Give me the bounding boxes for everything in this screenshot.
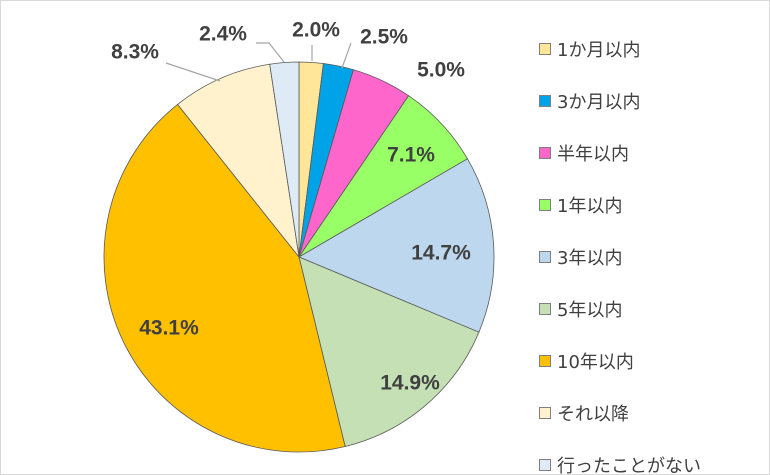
legend-swatch [539,147,551,159]
legend-label: 3か月以内 [557,92,641,113]
data-label-7: 43.1% [139,317,199,340]
pie-slice-8 [176,63,300,259]
data-label-2: 2.5% [360,26,408,49]
legend-label: 10年以内 [557,352,634,373]
data-label-4: 7.1% [387,144,435,167]
pie-slices [103,61,495,453]
data-label-1: 2.0% [292,19,340,42]
pie-slice-9 [269,61,300,258]
data-label-3: 5.0% [417,59,465,82]
legend-label: 1か月以内 [557,40,641,61]
legend-label: 5年以内 [557,300,623,321]
legend-label: それ以降 [557,404,629,425]
legend-item-6: 5年以内 [539,283,764,335]
legend-swatch [539,95,551,107]
leader-line-8 [165,62,221,82]
legend-swatch [539,355,551,367]
legend-label: 1年以内 [557,196,623,217]
legend-swatch [539,407,551,419]
legend-swatch [539,459,551,471]
data-labels: 2.0% 2.5% 5.0% 7.1% 14.7% 14.9% 43.1% 8.3% 2.4% [111,19,471,395]
data-label-5: 14.7% [411,242,471,265]
leader-line-2 [341,42,352,69]
legend-swatch [539,251,551,263]
legend-swatch [539,199,551,211]
data-label-6: 14.9% [380,372,440,395]
pie-slice-5 [298,158,495,333]
legend-swatch [539,43,551,55]
chart-legend: 1か月以内 3か月以内半年以内 1年以内 3年以内 5年以内 10年以内それ以降行ったこと… [539,23,764,475]
legend-label: 行ったことがない [557,456,701,475]
legend-label: 半年以内 [557,144,629,165]
data-label-9: 2.4% [199,23,247,46]
legend-label: 3年以内 [557,248,623,269]
pie-slice-7 [103,103,346,453]
legend-item-5: 3年以内 [539,231,764,283]
legend-item-8: それ以降 [539,387,764,439]
legend-item-9: 行ったことがない [539,439,764,475]
legend-item-3: 半年以内 [539,127,764,179]
data-label-8: 8.3% [111,41,159,64]
pie-slice-6 [298,256,480,447]
legend-item-4: 1年以内 [539,179,764,231]
leader-line-9 [256,42,285,63]
legend-item-2: 3か月以内 [539,75,764,127]
legend-item-1: 1か月以内 [539,23,764,75]
legend-item-7: 10年以内 [539,335,764,387]
legend-swatch [539,303,551,315]
